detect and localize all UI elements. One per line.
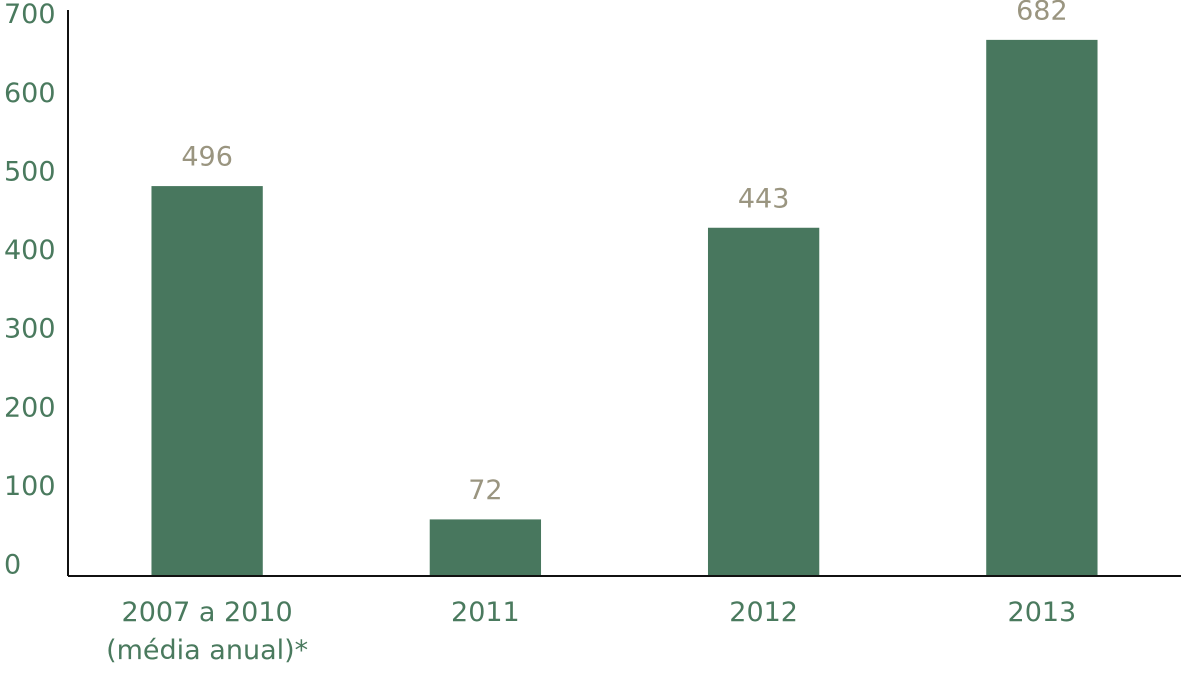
y-tick-label: 200 [4, 392, 56, 423]
value-label: 682 [1016, 0, 1068, 26]
y-tick-label: 0 [4, 550, 21, 581]
x-tick-label: 2007 a 2010 (média anual)* [106, 597, 309, 666]
value-label: 443 [738, 183, 790, 214]
y-tick-label: 700 [4, 0, 56, 30]
y-tick-label: 300 [4, 314, 56, 345]
value-label: 496 [181, 142, 233, 173]
y-tick-label: 100 [4, 471, 56, 502]
bar [429, 519, 542, 576]
bar [707, 227, 820, 576]
x-tick-label: 2013 [1007, 597, 1077, 628]
value-label: 72 [468, 475, 502, 506]
x-tick-label: 2012 [729, 597, 798, 628]
bar [986, 39, 1098, 577]
y-tick-label: 400 [4, 235, 56, 266]
y-tick-label: 600 [4, 78, 56, 109]
y-tick-label: 500 [4, 156, 56, 187]
bar [151, 186, 263, 577]
x-tick-label: 2011 [451, 597, 520, 628]
